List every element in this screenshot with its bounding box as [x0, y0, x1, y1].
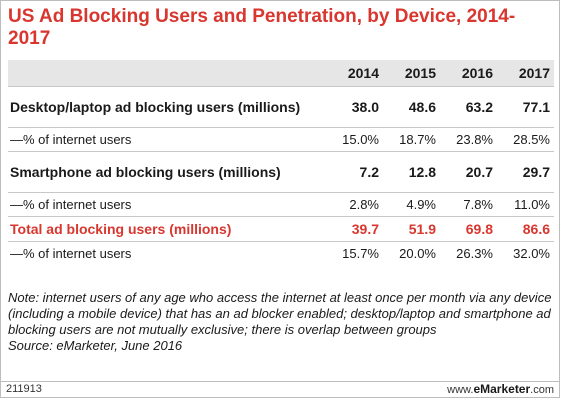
- row-label: —% of internet users: [8, 191, 326, 216]
- table-cell: 77.1: [497, 85, 554, 127]
- site-url: www.eMarketer.com: [447, 382, 554, 396]
- table-row: —% of internet users 15.7% 20.0% 26.3% 32.0%: [8, 240, 554, 265]
- row-label: Desktop/laptop ad blocking users (millio…: [8, 85, 326, 127]
- table-cell: 7.2: [326, 150, 383, 192]
- chart-id: 211913: [6, 383, 42, 395]
- header-blank: [8, 60, 326, 86]
- table-cell: 48.6: [383, 85, 440, 127]
- table-cell: 15.0%: [326, 126, 383, 151]
- site-suffix: .com: [530, 384, 554, 396]
- table-body: Desktop/laptop ad blocking users (millio…: [8, 85, 554, 265]
- site-brand: eMarketer: [473, 382, 531, 396]
- table-cell: 4.9%: [383, 191, 440, 216]
- row-label: —% of internet users: [8, 240, 326, 265]
- table-cell: 7.8%: [440, 191, 497, 216]
- table-cell: 23.8%: [440, 126, 497, 151]
- table-cell: 28.5%: [497, 126, 554, 151]
- table-row: Desktop/laptop ad blocking users (millio…: [8, 85, 554, 127]
- data-table: 2014 2015 2016 2017 Desktop/laptop ad bl…: [8, 60, 554, 265]
- table-cell: 15.7%: [326, 240, 383, 265]
- table-cell: 12.8: [383, 150, 440, 192]
- table-cell: 69.8: [440, 215, 497, 241]
- table-row: Smartphone ad blocking users (millions) 7…: [8, 150, 554, 192]
- table-cell: 18.7%: [383, 126, 440, 151]
- note-text: Note: internet users of any age who acce…: [8, 290, 552, 337]
- chart-note: Note: internet users of any age who acce…: [8, 290, 556, 354]
- table-row: —% of internet users 15.0% 18.7% 23.8% 28.5%: [8, 126, 554, 151]
- table-cell: 51.9: [383, 215, 440, 241]
- column-header: 2014: [347, 64, 379, 81]
- table-row: Total ad blocking users (millions) 39.7 51…: [8, 215, 554, 241]
- table-cell: 32.0%: [497, 240, 554, 265]
- table-cell: 20.0%: [383, 240, 440, 265]
- column-header: 2016: [461, 64, 493, 81]
- table-cell: 38.0: [326, 85, 383, 127]
- row-label: Total ad blocking users (millions): [8, 215, 326, 241]
- table-cell: 29.7: [497, 150, 554, 192]
- table-cell: 11.0%: [497, 191, 554, 216]
- footer: 211913 www.eMarketer.com: [0, 381, 560, 398]
- column-header: 2017: [518, 64, 550, 81]
- header-row: 2014 2015 2016 2017: [8, 60, 554, 86]
- table-cell: 39.7: [326, 215, 383, 241]
- table-cell: 86.6: [497, 215, 554, 241]
- row-label: —% of internet users: [8, 126, 326, 151]
- table-cell: 63.2: [440, 85, 497, 127]
- table-row: —% of internet users 2.8% 4.9% 7.8% 11.0%: [8, 191, 554, 216]
- data-table-container: 2014 2015 2016 2017 Desktop/laptop ad bl…: [8, 60, 554, 265]
- row-label: Smartphone ad blocking users (millions): [8, 150, 326, 192]
- source-text: Source: eMarketer, June 2016: [8, 338, 183, 353]
- chart-title: US Ad Blocking Users and Penetration, by…: [8, 6, 516, 49]
- column-header: 2015: [404, 64, 436, 81]
- table-cell: 20.7: [440, 150, 497, 192]
- site-prefix: www.: [447, 384, 474, 396]
- table-cell: 26.3%: [440, 240, 497, 265]
- table-cell: 2.8%: [326, 191, 383, 216]
